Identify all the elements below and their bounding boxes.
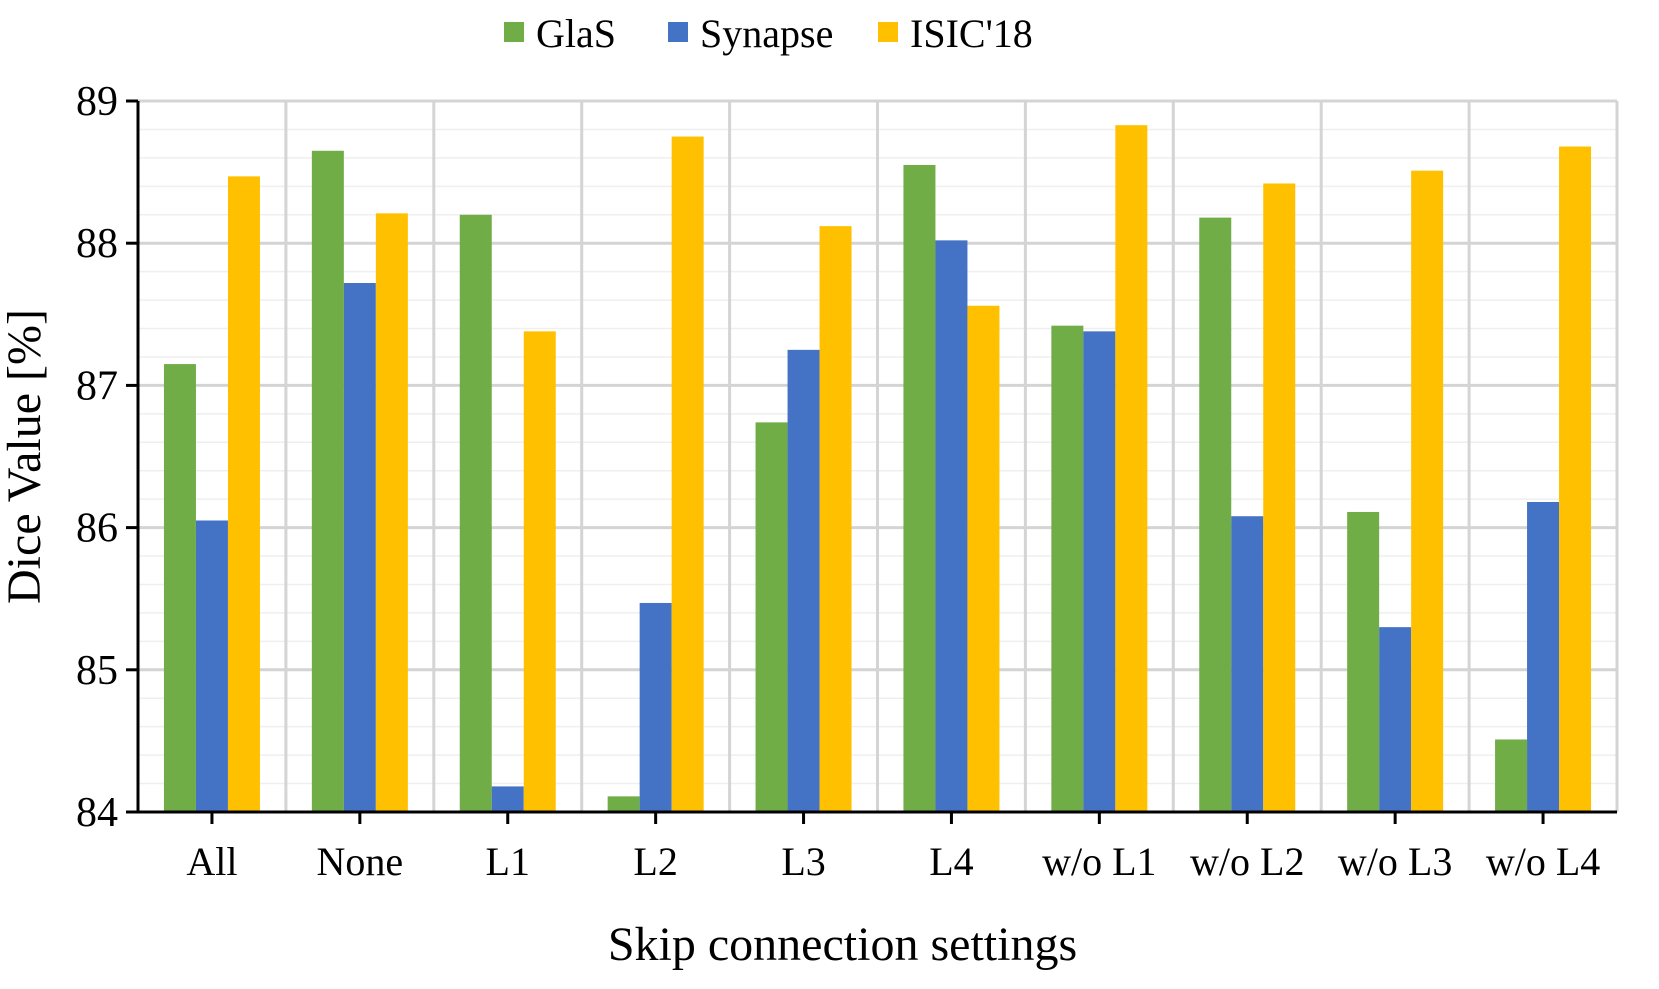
category-label: All	[186, 839, 237, 884]
legend: GlaS Synapse ISIC'18	[504, 11, 1033, 56]
bars	[163, 125, 1592, 813]
bar-glas-all	[163, 364, 196, 812]
category-label: L3	[781, 839, 825, 884]
y-tick-label: 89	[76, 79, 118, 125]
category-label: w/o L1	[1042, 839, 1156, 884]
bar-glas-none	[311, 150, 344, 812]
bar-isic18-w-o-l1	[1115, 125, 1148, 812]
legend-label: GlaS	[536, 11, 616, 56]
legend-label: Synapse	[700, 11, 833, 56]
x-axis-title: Skip connection settings	[608, 918, 1077, 971]
y-axis-title: Dice Value [%]	[0, 309, 51, 604]
axes: 84 85 86 87 88 89 All None L1 L2 L3 L4 w/o L1 w/o L2 w…	[76, 79, 1617, 884]
bar-isic18-w-o-l3	[1411, 170, 1444, 813]
legend-swatch	[668, 22, 688, 42]
y-tick-label: 85	[76, 648, 118, 694]
bar-isic18-w-o-l2	[1263, 183, 1296, 812]
bar-glas-w-o-l1	[1051, 325, 1084, 812]
y-tick-label: 84	[76, 790, 118, 836]
bar-synapse-w-o-l4	[1527, 502, 1560, 812]
bar-isic18-all	[227, 176, 260, 813]
legend-label: ISIC'18	[910, 11, 1033, 56]
category-label: w/o L3	[1338, 839, 1452, 884]
bar-isic18-l3	[819, 226, 852, 813]
bar-glas-w-o-l2	[1199, 217, 1232, 812]
bar-synapse-w-o-l1	[1083, 331, 1116, 812]
bar-isic18-l2	[671, 136, 704, 813]
bar-isic18-l4	[967, 305, 1000, 812]
bar-glas-w-o-l3	[1347, 511, 1380, 812]
category-label: L2	[633, 839, 677, 884]
bar-synapse-l1	[491, 786, 524, 812]
category-label: None	[317, 839, 404, 884]
bar-glas-l2	[607, 796, 640, 812]
bar-synapse-w-o-l3	[1379, 627, 1412, 812]
bar-synapse-all	[195, 520, 228, 812]
y-tick-label: 86	[76, 506, 118, 552]
bar-glas-l4	[903, 164, 936, 813]
category-label: L1	[486, 839, 530, 884]
bar-glas-w-o-l4	[1495, 739, 1528, 812]
bar-isic18-w-o-l4	[1559, 146, 1592, 812]
category-label: w/o L2	[1190, 839, 1304, 884]
bar-synapse-l3	[787, 349, 820, 812]
bar-isic18-none	[375, 213, 408, 812]
y-tick-label: 88	[76, 221, 118, 267]
bar-synapse-l2	[639, 602, 672, 812]
bar-synapse-w-o-l2	[1231, 516, 1264, 812]
bar-glas-l1	[459, 214, 492, 812]
category-label: L4	[929, 839, 973, 884]
legend-swatch	[504, 22, 524, 42]
category-label: w/o L4	[1486, 839, 1600, 884]
bar-glas-l3	[755, 422, 788, 812]
legend-swatch	[878, 22, 898, 42]
y-tick-label: 87	[76, 363, 118, 409]
bar-synapse-l4	[935, 240, 968, 812]
bar-synapse-none	[343, 283, 376, 812]
bar-isic18-l1	[523, 331, 556, 812]
